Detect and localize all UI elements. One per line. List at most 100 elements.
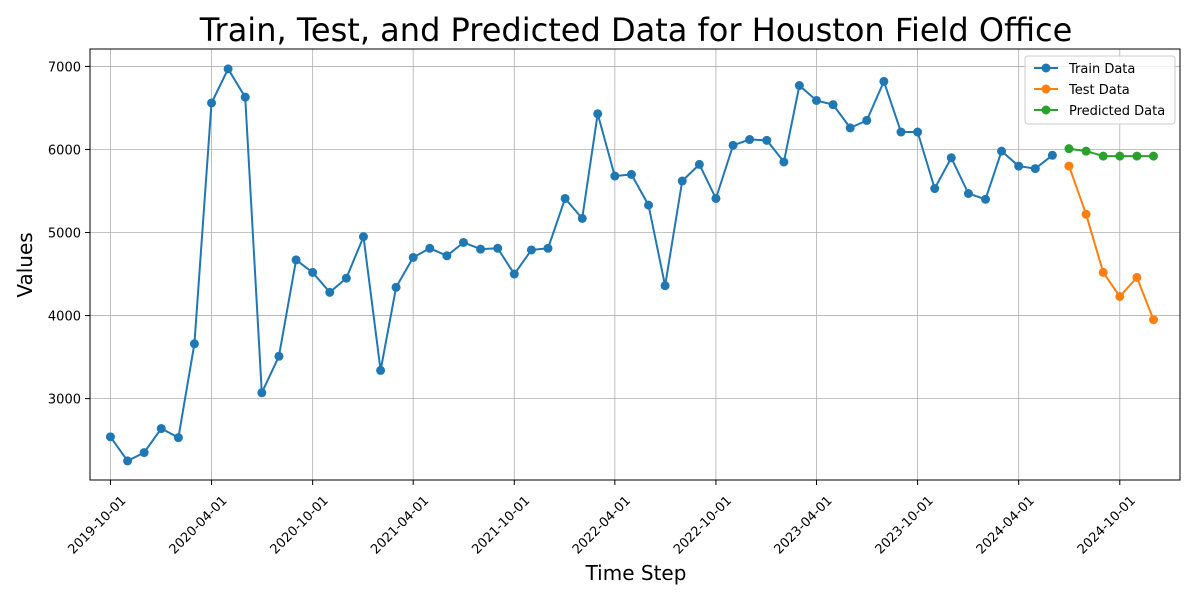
legend-swatch-marker [1041, 105, 1051, 115]
data-point [123, 456, 133, 466]
data-point [223, 64, 233, 74]
data-point [677, 176, 687, 186]
data-point [1064, 144, 1074, 154]
data-point [425, 243, 435, 253]
data-point [325, 287, 335, 297]
data-point [105, 432, 115, 442]
data-point [274, 351, 284, 361]
data-point [189, 339, 199, 349]
data-point [458, 237, 468, 247]
data-point [139, 448, 149, 458]
data-point [291, 255, 301, 265]
data-point [577, 213, 587, 223]
data-point [526, 245, 536, 255]
data-point [1081, 209, 1091, 219]
data-point [728, 140, 738, 150]
y-tick-label: 3000 [48, 393, 81, 408]
data-point [879, 76, 889, 86]
data-point [963, 188, 973, 198]
y-tick-label: 5000 [48, 227, 81, 242]
series-line [1068, 165, 1155, 321]
data-point [946, 153, 956, 163]
data-point [560, 193, 570, 203]
x-tick-label: 2022-04-01 [570, 493, 634, 557]
data-point [610, 171, 620, 181]
y-tick-label: 7000 [48, 60, 81, 75]
data-point [828, 100, 838, 110]
data-point [779, 157, 789, 167]
data-point [358, 232, 368, 242]
series-group [105, 64, 1158, 466]
data-point [442, 251, 452, 261]
data-point [207, 98, 217, 108]
data-point [1098, 151, 1108, 161]
x-tick-label: 2021-04-01 [368, 493, 432, 557]
data-point [1132, 151, 1142, 161]
x-tick-label: 2020-10-01 [268, 493, 332, 557]
data-point [391, 282, 401, 292]
data-point [543, 243, 553, 253]
data-point [308, 267, 318, 277]
data-point [660, 281, 670, 291]
plot-area-frame [89, 48, 1181, 481]
data-point [711, 193, 721, 203]
series-predicted-data [1064, 144, 1158, 161]
data-point [1098, 267, 1108, 277]
x-tick-label: 2020-04-01 [167, 493, 231, 557]
legend: Train Data Test Data Predicted Data [1024, 55, 1176, 125]
data-point [509, 269, 519, 279]
data-point [913, 127, 923, 137]
data-point [1081, 146, 1091, 156]
data-point [493, 243, 503, 253]
series-train-data [105, 64, 1057, 466]
data-point [745, 135, 755, 145]
data-point [762, 135, 772, 145]
data-point [173, 433, 183, 443]
x-axis-label: Time Step [585, 561, 687, 585]
data-point [156, 424, 166, 434]
x-tick-label: 2023-04-01 [771, 493, 835, 557]
x-tick-label: 2024-10-01 [1075, 493, 1139, 557]
grid [90, 49, 1180, 480]
data-point [997, 146, 1007, 156]
data-point [341, 273, 351, 283]
data-point [240, 92, 250, 102]
data-point [593, 109, 603, 119]
y-tick-label: 4000 [48, 310, 81, 325]
data-point [376, 365, 386, 375]
data-point [896, 127, 906, 137]
data-point [644, 200, 654, 210]
data-point [476, 244, 486, 254]
data-point [1064, 161, 1074, 171]
data-point [811, 95, 821, 105]
legend-label: Train Data [1068, 62, 1135, 77]
legend-swatch-marker [1041, 63, 1051, 73]
data-point [257, 388, 267, 398]
data-point [1115, 151, 1125, 161]
data-point [1030, 164, 1040, 174]
legend-label: Predicted Data [1069, 104, 1165, 119]
chart-title: Train, Test, and Predicted Data for Hous… [199, 11, 1073, 49]
x-tick-label: 2023-10-01 [873, 493, 937, 557]
x-tick-label: 2019-10-01 [65, 493, 129, 557]
data-point [1115, 291, 1125, 301]
data-point [981, 194, 991, 204]
data-point [862, 115, 872, 125]
x-tick-label: 2024-04-01 [974, 493, 1038, 557]
x-tick-label: 2022-10-01 [671, 493, 735, 557]
legend-box [1024, 55, 1176, 125]
data-point [626, 169, 636, 179]
y-tick-label: 6000 [48, 143, 81, 158]
data-point [794, 81, 804, 91]
data-point [930, 184, 940, 194]
legend-swatch-marker [1041, 84, 1051, 94]
data-point [408, 252, 418, 262]
data-point [1132, 272, 1142, 282]
legend-label: Test Data [1068, 83, 1130, 98]
data-point [1014, 161, 1024, 171]
data-point [1047, 150, 1057, 160]
data-point [1148, 151, 1158, 161]
x-tick-label: 2021-10-01 [469, 493, 533, 557]
series-test-data [1064, 161, 1158, 325]
